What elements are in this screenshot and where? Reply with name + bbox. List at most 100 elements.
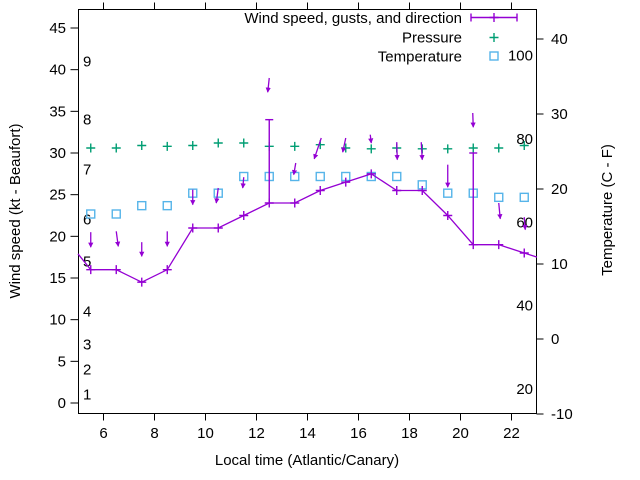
plus-marker xyxy=(188,141,198,150)
legend-samples xyxy=(470,13,518,61)
plus-marker xyxy=(162,265,172,275)
tick-label: 45 xyxy=(49,20,66,37)
plot-area: 6 8 10 12 14 16 18 20 22051015202530354045-10010… xyxy=(49,2,573,442)
direction-arrow xyxy=(265,77,271,93)
tick-label: 80 xyxy=(516,131,533,148)
direction-arrow xyxy=(341,137,347,153)
tick-label: 2 xyxy=(83,362,91,379)
direction-arrows xyxy=(88,77,528,257)
plus-marker xyxy=(366,169,376,179)
tick-label: 10 xyxy=(49,312,66,329)
direction-arrow xyxy=(522,217,528,231)
plus-marker xyxy=(519,248,529,258)
temperature-point xyxy=(162,200,172,211)
tick-label: 10 xyxy=(551,256,568,273)
plus-marker xyxy=(489,33,499,42)
plus-marker xyxy=(137,277,147,287)
tick-label: 16 xyxy=(350,425,367,442)
plus-marker xyxy=(111,143,121,153)
tick-label: 3 xyxy=(83,337,91,354)
plus-marker xyxy=(213,223,223,233)
temperature-point xyxy=(137,200,147,211)
plus-marker xyxy=(417,186,427,195)
tick-label: 100 xyxy=(508,48,533,65)
plus-marker xyxy=(519,141,529,150)
direction-arrow xyxy=(470,112,476,128)
temperature-point xyxy=(443,188,453,198)
direction-arrow xyxy=(313,137,322,160)
x-axis-ticks: 6 8 10 12 14 16 18 20 22 xyxy=(99,2,520,442)
direction-arrow xyxy=(291,162,298,176)
plus-marker xyxy=(290,141,300,151)
plus-marker xyxy=(86,143,96,153)
direction-arrow xyxy=(419,142,425,161)
y-right-ticks: -10 0 10 20 30 40 xyxy=(536,31,573,423)
y-left-axis-title: Wind speed (kt - Beaufort) xyxy=(7,123,24,298)
tick-label: 18 xyxy=(401,425,418,442)
plus-marker xyxy=(494,240,504,250)
tick-label: 5 xyxy=(83,253,91,270)
tick-label: 20 xyxy=(551,181,568,198)
legend-label-temperature: Temperature xyxy=(378,49,462,66)
tick-label: 8 xyxy=(83,112,91,129)
tick-label: 20 xyxy=(452,425,469,442)
direction-arrow xyxy=(214,187,220,204)
tick-label: 6 xyxy=(83,212,91,229)
tick-label: 6 xyxy=(99,425,107,442)
direction-arrow xyxy=(368,134,374,144)
tick-label: 9 xyxy=(83,53,91,70)
tick-label: 30 xyxy=(551,106,568,123)
direction-arrow xyxy=(115,231,121,247)
direction-arrow xyxy=(497,202,503,220)
axes-frame xyxy=(78,9,537,414)
temperature-point xyxy=(86,209,96,219)
tick-label: 7 xyxy=(83,162,91,179)
direction-arrow xyxy=(240,177,246,189)
plus-marker xyxy=(494,143,504,153)
y-right-axis-title: Temperature (C - F) xyxy=(599,144,616,276)
plus-marker xyxy=(213,138,223,148)
tick-label: 40 xyxy=(551,31,568,48)
plus-marker xyxy=(111,265,121,275)
beaufort-scale-labels: 1 2 3 4 5 6 7 8 9 xyxy=(83,53,91,403)
tick-label: 8 xyxy=(150,425,158,442)
temperature-point xyxy=(494,192,504,203)
tick-label: 0 xyxy=(551,331,559,348)
legend: Wind speed, gusts, and direction Pressur… xyxy=(244,10,518,66)
temperature-point xyxy=(290,171,300,182)
tick-label: 0 xyxy=(58,395,66,412)
tick-label: 25 xyxy=(49,187,66,204)
x-axis-title: Local time (Atlantic/Canary) xyxy=(215,452,399,469)
plus-marker xyxy=(366,144,376,154)
tick-label: 30 xyxy=(49,145,66,162)
tick-label: 40 xyxy=(516,298,533,315)
tick-label: -10 xyxy=(551,406,573,423)
temperature-point xyxy=(392,171,402,182)
plus-marker xyxy=(443,211,453,220)
plus-marker xyxy=(315,186,325,195)
temperature-point xyxy=(315,171,325,182)
temperature-series xyxy=(86,171,529,219)
plus-marker xyxy=(341,177,351,187)
tick-label: 35 xyxy=(49,103,66,120)
temperature-point xyxy=(519,192,529,203)
plus-marker xyxy=(239,211,249,220)
tick-label: 1 xyxy=(83,387,91,404)
tick-label: 22 xyxy=(503,425,520,442)
tick-label: 14 xyxy=(299,425,316,442)
plus-marker xyxy=(137,141,147,150)
tick-label: 4 xyxy=(83,303,91,320)
plus-marker xyxy=(188,223,198,233)
temperature-point xyxy=(111,209,121,219)
y-left-ticks: 0 5 10 15 20 25 30 35 40 45 xyxy=(49,20,79,412)
wind-line xyxy=(77,173,538,283)
wind-series xyxy=(77,169,538,287)
legend-temperature-marker xyxy=(489,51,499,61)
plus-marker xyxy=(443,144,453,154)
plus-marker xyxy=(290,198,300,208)
legend-label-pressure: Pressure xyxy=(402,30,462,47)
plus-marker xyxy=(86,265,96,275)
plus-marker xyxy=(468,143,478,153)
plus-marker xyxy=(264,198,274,208)
